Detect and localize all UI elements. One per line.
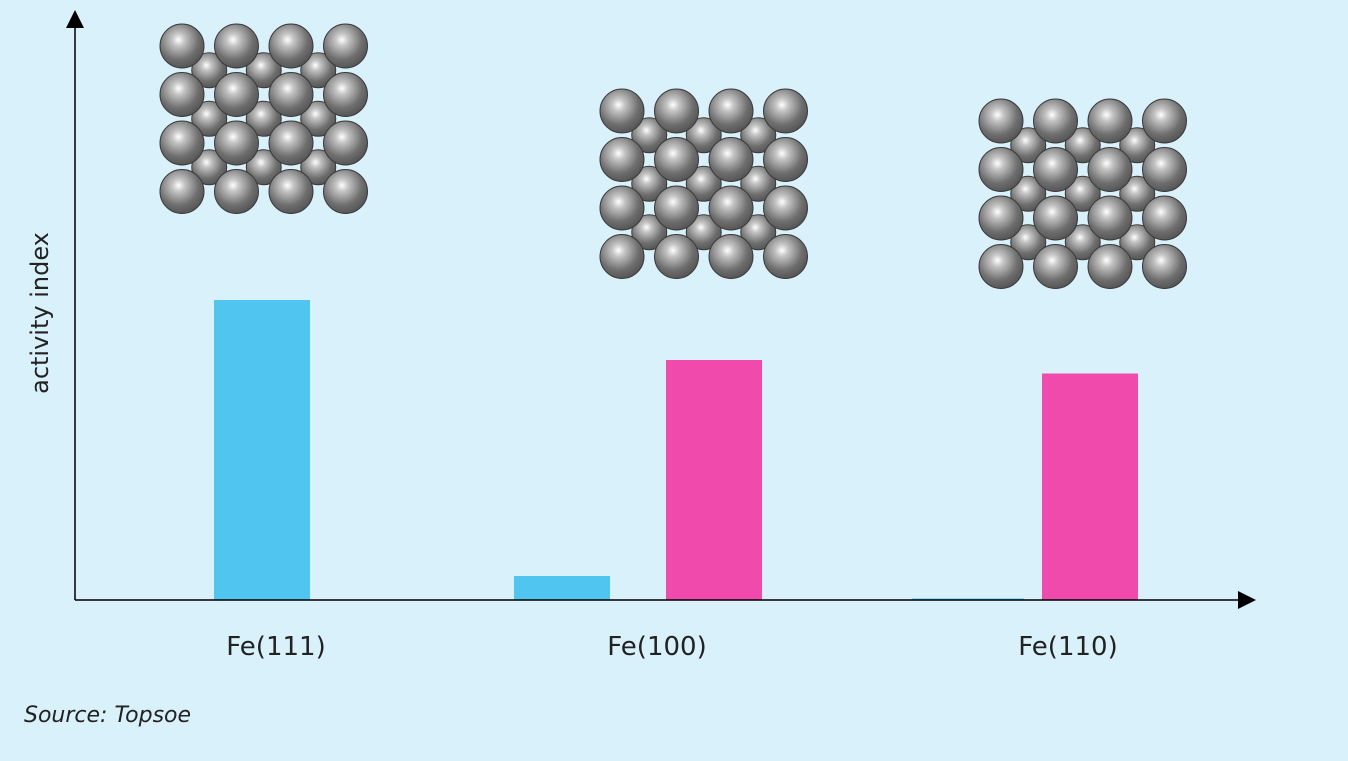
atom-back <box>300 52 337 89</box>
lattice-group <box>159 23 1187 289</box>
atom-back <box>245 52 282 89</box>
atom-back <box>631 117 668 154</box>
atom-front <box>599 88 645 134</box>
atom-front <box>159 169 205 214</box>
atom-front <box>599 234 645 279</box>
atom-back <box>1010 175 1047 212</box>
atom-lattice-icon <box>978 98 1187 289</box>
atom-lattice-icon <box>599 88 808 279</box>
atom-front <box>323 120 368 166</box>
atom-back <box>191 52 228 89</box>
atom-front <box>763 234 808 279</box>
atom-back <box>1064 224 1101 261</box>
atom-front <box>268 169 314 214</box>
atom-front <box>268 72 314 117</box>
atom-back <box>740 214 777 251</box>
atom-back <box>1119 175 1156 212</box>
atom-back <box>631 214 668 251</box>
atom-front <box>214 72 259 117</box>
atom-front <box>708 88 754 134</box>
atom-front <box>268 120 314 166</box>
bar-fe111-series-1 <box>214 300 310 600</box>
atom-front <box>654 88 699 134</box>
atom-front <box>1087 98 1133 144</box>
tick-labels: Fe(111) Fe(100) Fe(110) <box>226 632 1117 662</box>
atom-back <box>631 165 668 202</box>
atom-front <box>1033 147 1078 192</box>
atom-front <box>1087 244 1133 289</box>
atom-front <box>599 185 645 231</box>
atom-front <box>978 147 1024 192</box>
atom-front <box>323 72 368 117</box>
source-note: Source: Topsoe <box>24 703 192 728</box>
y-axis-label: activity index <box>26 232 54 394</box>
atom-back <box>685 165 722 202</box>
atom-back <box>300 149 337 186</box>
atom-front <box>654 234 699 279</box>
atom-front <box>214 120 259 166</box>
atom-back <box>1010 127 1047 164</box>
bar-group <box>214 300 1138 600</box>
atom-front <box>763 185 808 231</box>
atom-front <box>1142 195 1187 241</box>
atom-front <box>159 72 205 117</box>
atom-front <box>978 98 1024 144</box>
atom-front <box>599 137 645 182</box>
atom-front <box>763 88 808 134</box>
x-axis-arrow-icon <box>1238 591 1256 609</box>
bar-fe100-series-2 <box>666 360 762 600</box>
atom-front <box>323 169 368 214</box>
atom-back <box>1119 224 1156 261</box>
x-tick-label: Fe(100) <box>607 632 706 662</box>
bar-fe100-series-1 <box>514 576 610 600</box>
atom-front <box>654 137 699 182</box>
x-tick-label: Fe(111) <box>226 632 325 662</box>
atom-back <box>191 149 228 186</box>
atom-front <box>1087 147 1133 192</box>
atom-back <box>740 165 777 202</box>
atom-back <box>245 149 282 186</box>
atom-back <box>1064 175 1101 212</box>
atom-front <box>1033 98 1078 144</box>
axes <box>66 10 1256 609</box>
atom-back <box>1010 224 1047 261</box>
atom-back <box>740 117 777 154</box>
atom-front <box>323 23 368 69</box>
atom-front <box>159 23 205 69</box>
atom-front <box>1142 147 1187 192</box>
atom-front <box>214 169 259 214</box>
atom-back <box>1119 127 1156 164</box>
atom-front <box>1142 98 1187 144</box>
atom-back <box>245 100 282 137</box>
atom-lattice-icon <box>159 23 368 214</box>
atom-front <box>1033 195 1078 241</box>
atom-back <box>191 100 228 137</box>
atom-front <box>708 137 754 182</box>
x-tick-label: Fe(110) <box>1018 632 1117 662</box>
atom-front <box>978 195 1024 241</box>
atom-front <box>654 185 699 231</box>
atom-front <box>1142 244 1187 289</box>
atom-front <box>708 185 754 231</box>
atom-front <box>763 137 808 182</box>
atom-back <box>1064 127 1101 164</box>
bar-fe110-series-2 <box>1042 373 1138 600</box>
atom-back <box>300 100 337 137</box>
atom-front <box>708 234 754 279</box>
atom-back <box>685 117 722 154</box>
atom-front <box>1033 244 1078 289</box>
atom-front <box>978 244 1024 289</box>
atom-back <box>685 214 722 251</box>
atom-front <box>214 23 259 69</box>
atom-front <box>159 120 205 166</box>
y-axis-arrow-icon <box>66 10 84 28</box>
atom-front <box>1087 195 1133 241</box>
atom-front <box>268 23 314 69</box>
